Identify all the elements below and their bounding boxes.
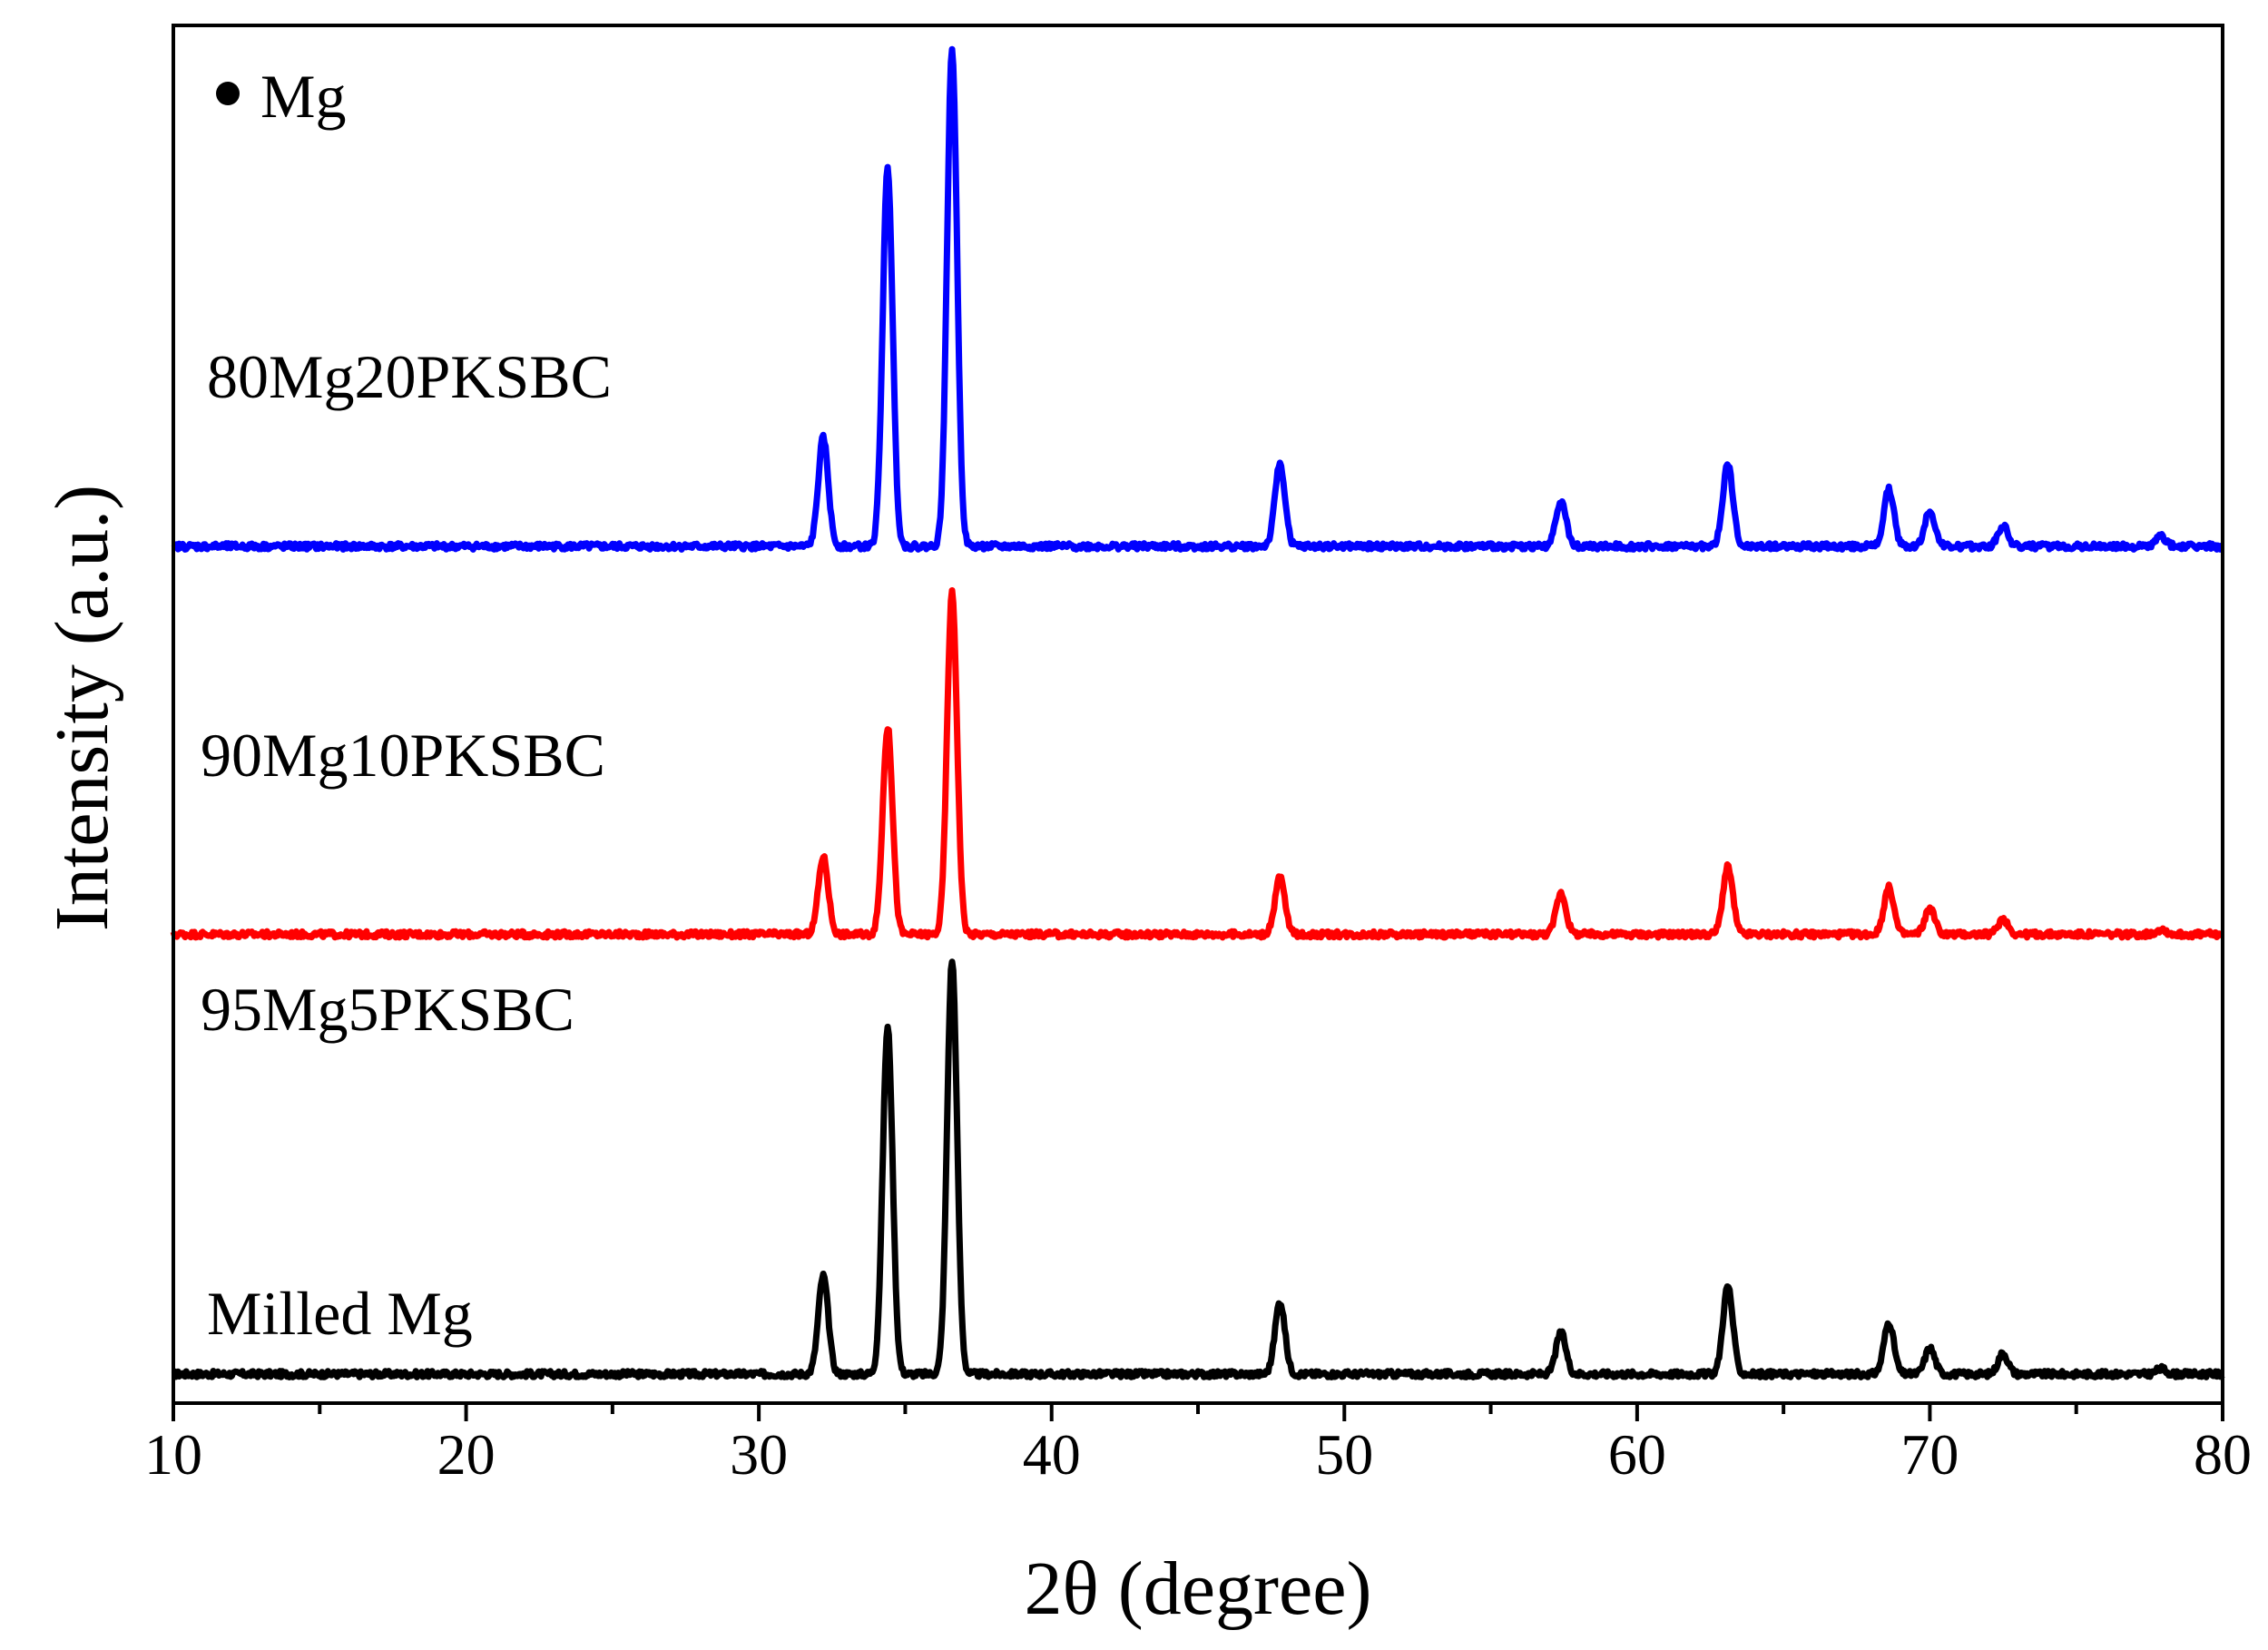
trace-label-80mg20pksbc: 80Mg20PKSBC <box>207 342 612 411</box>
x-tick-label: 10 <box>144 1422 202 1487</box>
y-axis-title: Intensity (a.u.) <box>40 485 124 931</box>
legend-marker <box>216 82 240 105</box>
trace-milled-mg <box>171 958 2225 1380</box>
plot-frame <box>172 24 2224 1405</box>
x-axis-title: 2θ (degree) <box>1024 1547 1371 1631</box>
x-tick-label: 20 <box>437 1422 496 1487</box>
traces-group <box>170 45 2225 1380</box>
trace-label-95mg5pksbc: 95Mg5PKSBC <box>201 975 574 1044</box>
trace-90mg10pksbc <box>171 45 2225 553</box>
x-tick-label: 30 <box>730 1422 788 1487</box>
x-tick-label: 40 <box>1023 1422 1081 1487</box>
trace-label-milled-mg: Milled Mg <box>207 1279 473 1348</box>
x-ticks-group: 10 20 30 40 50 60 70 80 <box>144 1403 2252 1487</box>
x-tick-label: 80 <box>2194 1422 2252 1487</box>
x-tick-label: 70 <box>1900 1422 1959 1487</box>
trace-95mg5pksbc <box>170 586 2225 941</box>
legend-label: Mg <box>260 62 346 131</box>
x-tick-label: 60 <box>1608 1422 1666 1487</box>
trace-label-90mg10pksbc: 90Mg10PKSBC <box>201 721 605 790</box>
x-tick-label: 50 <box>1315 1422 1373 1487</box>
legend: Mg <box>216 62 346 131</box>
